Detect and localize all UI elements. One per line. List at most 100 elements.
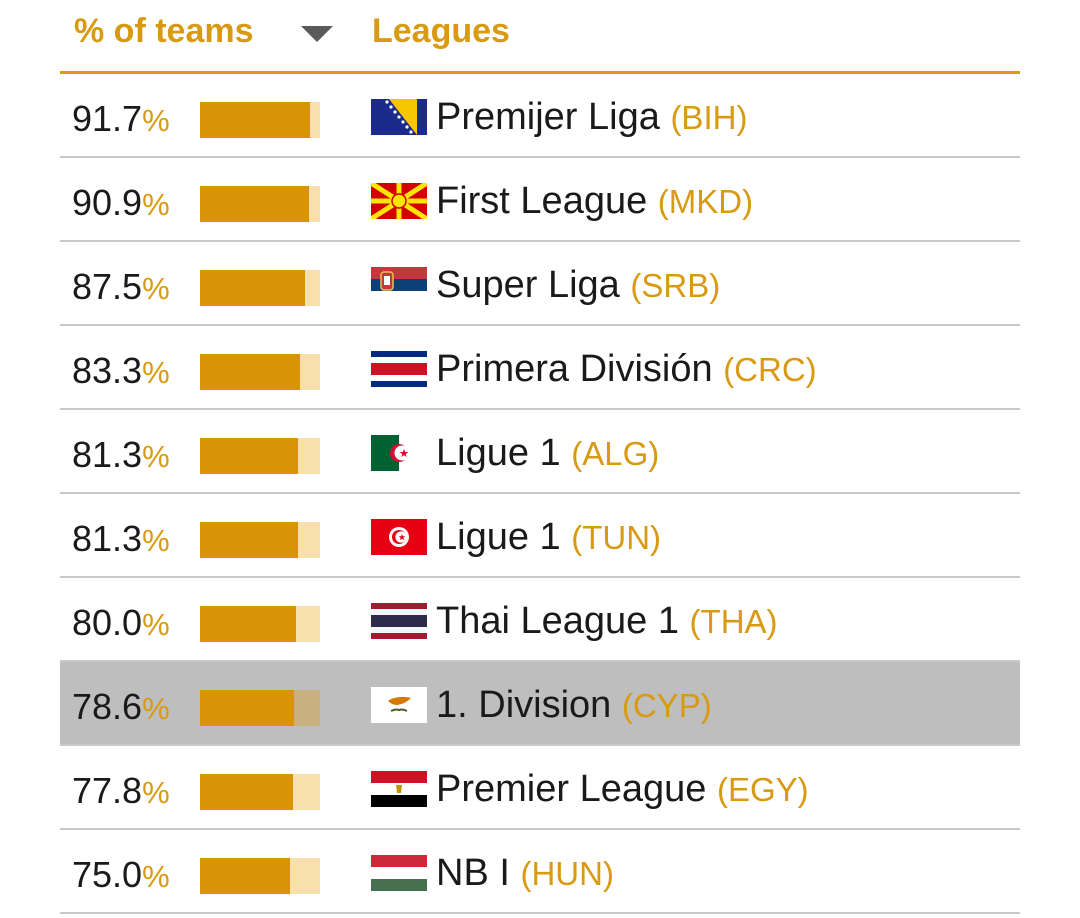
pct-symbol: % bbox=[142, 103, 170, 138]
league-label: 1. Division bbox=[436, 684, 612, 726]
flag-alg-icon bbox=[371, 435, 427, 471]
pct-bar bbox=[200, 774, 320, 810]
league-name[interactable]: Super Liga (SRB) bbox=[436, 264, 720, 307]
country-code: (CRC) bbox=[723, 351, 817, 388]
leagues-column-header[interactable]: Leagues bbox=[372, 12, 510, 50]
pct-value: 81.3% bbox=[72, 518, 170, 560]
pct-symbol: % bbox=[142, 271, 170, 306]
pct-value: 77.8% bbox=[72, 770, 170, 812]
pct-bar bbox=[200, 522, 320, 558]
pct-symbol: % bbox=[142, 439, 170, 474]
pct-number: 78.6 bbox=[72, 686, 143, 727]
pct-number: 91.7 bbox=[72, 98, 143, 139]
pct-symbol: % bbox=[142, 775, 170, 810]
pct-value: 80.0% bbox=[72, 602, 170, 644]
caret-down-icon[interactable] bbox=[301, 26, 333, 42]
league-label: Premijer Liga bbox=[436, 96, 660, 138]
league-name[interactable]: Premier League (EGY) bbox=[436, 768, 809, 811]
pct-bar-fill bbox=[200, 774, 294, 810]
country-code: (MKD) bbox=[657, 183, 754, 220]
pct-bar bbox=[200, 606, 320, 642]
league-name[interactable]: First League (MKD) bbox=[436, 180, 753, 223]
flag-tun-icon bbox=[371, 519, 427, 555]
league-label: Thai League 1 bbox=[436, 600, 679, 642]
league-label: NB I bbox=[436, 852, 510, 894]
pct-symbol: % bbox=[142, 607, 170, 642]
pct-bar bbox=[200, 270, 320, 306]
pct-value: 90.9% bbox=[72, 182, 170, 224]
league-label: Primera División bbox=[436, 348, 713, 390]
country-code: (HUN) bbox=[520, 855, 614, 892]
league-label: Premier League bbox=[436, 768, 707, 810]
table-row[interactable]: 75.0% NB I (HUN) bbox=[60, 830, 1020, 914]
league-name[interactable]: 1. Division (CYP) bbox=[436, 684, 712, 727]
country-code: (ALG) bbox=[571, 435, 660, 472]
pct-symbol: % bbox=[142, 691, 170, 726]
pct-bar-fill bbox=[200, 522, 298, 558]
table-row[interactable]: 77.8% Premier League (EGY) bbox=[60, 746, 1020, 830]
country-code: (THA) bbox=[689, 603, 778, 640]
table-row[interactable]: 81.3% Ligue 1 (TUN) bbox=[60, 494, 1020, 578]
league-label: First League bbox=[436, 180, 648, 222]
pct-value: 81.3% bbox=[72, 434, 170, 476]
pct-bar-fill bbox=[200, 270, 305, 306]
pct-number: 80.0 bbox=[72, 602, 143, 643]
table-row[interactable]: 80.0% Thai League 1 (THA) bbox=[60, 578, 1020, 662]
flag-tha-icon bbox=[371, 603, 427, 639]
league-name[interactable]: Thai League 1 (THA) bbox=[436, 600, 778, 643]
pct-number: 75.0 bbox=[72, 854, 143, 895]
pct-bar-fill bbox=[200, 102, 311, 138]
pct-bar-fill bbox=[200, 606, 296, 642]
pct-bar-fill bbox=[200, 186, 310, 222]
flag-bih-icon bbox=[371, 99, 427, 135]
pct-value: 87.5% bbox=[72, 266, 170, 308]
pct-number: 90.9 bbox=[72, 182, 143, 223]
league-name[interactable]: NB I (HUN) bbox=[436, 852, 614, 895]
pct-value: 91.7% bbox=[72, 98, 170, 140]
pct-bar-fill bbox=[200, 690, 295, 726]
pct-value: 75.0% bbox=[72, 854, 170, 896]
pct-number: 81.3 bbox=[72, 518, 143, 559]
table-body: 91.7% Premijer Liga (BIH) 90.9% First Leagu… bbox=[60, 74, 1020, 914]
table-row[interactable]: 91.7% Premijer Liga (BIH) bbox=[60, 74, 1020, 158]
pct-bar bbox=[200, 858, 320, 894]
flag-crc-icon bbox=[371, 351, 427, 387]
flag-egy-icon bbox=[371, 771, 427, 807]
country-code: (SRB) bbox=[630, 267, 721, 304]
pct-bar bbox=[200, 354, 320, 390]
league-name[interactable]: Ligue 1 (TUN) bbox=[436, 516, 661, 559]
pct-symbol: % bbox=[142, 187, 170, 222]
table-header: % of teams Leagues bbox=[60, 0, 1020, 74]
pct-symbol: % bbox=[142, 859, 170, 894]
country-code: (BIH) bbox=[670, 99, 748, 136]
pct-bar bbox=[200, 690, 320, 726]
country-code: (EGY) bbox=[716, 771, 809, 808]
league-name[interactable]: Premijer Liga (BIH) bbox=[436, 96, 747, 139]
flag-cyp-icon bbox=[371, 687, 427, 723]
flag-hun-icon bbox=[371, 855, 427, 891]
league-name[interactable]: Ligue 1 (ALG) bbox=[436, 432, 659, 475]
country-code: (TUN) bbox=[571, 519, 662, 556]
league-label: Ligue 1 bbox=[436, 432, 561, 474]
table-row[interactable]: 90.9% First League (MKD) bbox=[60, 158, 1020, 242]
league-name[interactable]: Primera División (CRC) bbox=[436, 348, 817, 391]
pct-number: 81.3 bbox=[72, 434, 143, 475]
pct-number: 87.5 bbox=[72, 266, 143, 307]
table-row[interactable]: 78.6% 1. Division (CYP) bbox=[60, 662, 1020, 746]
leagues-table: % of teams Leagues 91.7% Premijer Liga (B… bbox=[60, 0, 1020, 914]
table-row[interactable]: 83.3% Primera División (CRC) bbox=[60, 326, 1020, 410]
flag-srb-icon bbox=[371, 267, 427, 303]
pct-bar-fill bbox=[200, 438, 298, 474]
pct-number: 77.8 bbox=[72, 770, 143, 811]
pct-bar bbox=[200, 438, 320, 474]
pct-value: 83.3% bbox=[72, 350, 170, 392]
pct-number: 83.3 bbox=[72, 350, 143, 391]
country-code: (CYP) bbox=[621, 687, 712, 724]
table-row[interactable]: 81.3% Ligue 1 (ALG) bbox=[60, 410, 1020, 494]
pct-symbol: % bbox=[142, 355, 170, 390]
pct-bar bbox=[200, 186, 320, 222]
pct-symbol: % bbox=[142, 523, 170, 558]
table-row[interactable]: 87.5% Super Liga (SRB) bbox=[60, 242, 1020, 326]
flag-mkd-icon bbox=[371, 183, 427, 219]
pct-column-header[interactable]: % of teams bbox=[74, 12, 254, 50]
